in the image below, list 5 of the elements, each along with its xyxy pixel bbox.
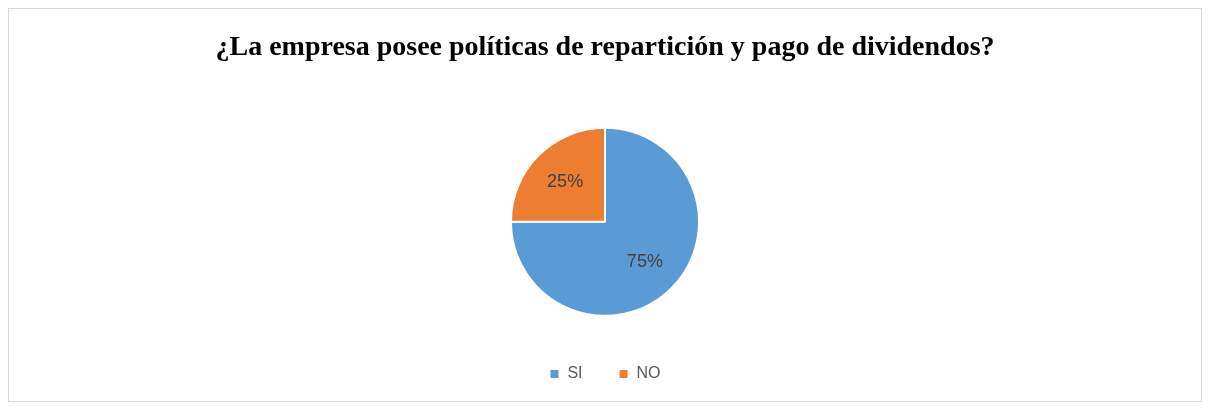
chart-title: ¿La empresa posee políticas de repartición y pago de dividendos? xyxy=(215,30,995,62)
data-label: 75% xyxy=(626,250,663,271)
legend-label: NO xyxy=(636,364,661,382)
legend-label: SI xyxy=(567,364,583,382)
data-label: 25% xyxy=(547,170,584,191)
